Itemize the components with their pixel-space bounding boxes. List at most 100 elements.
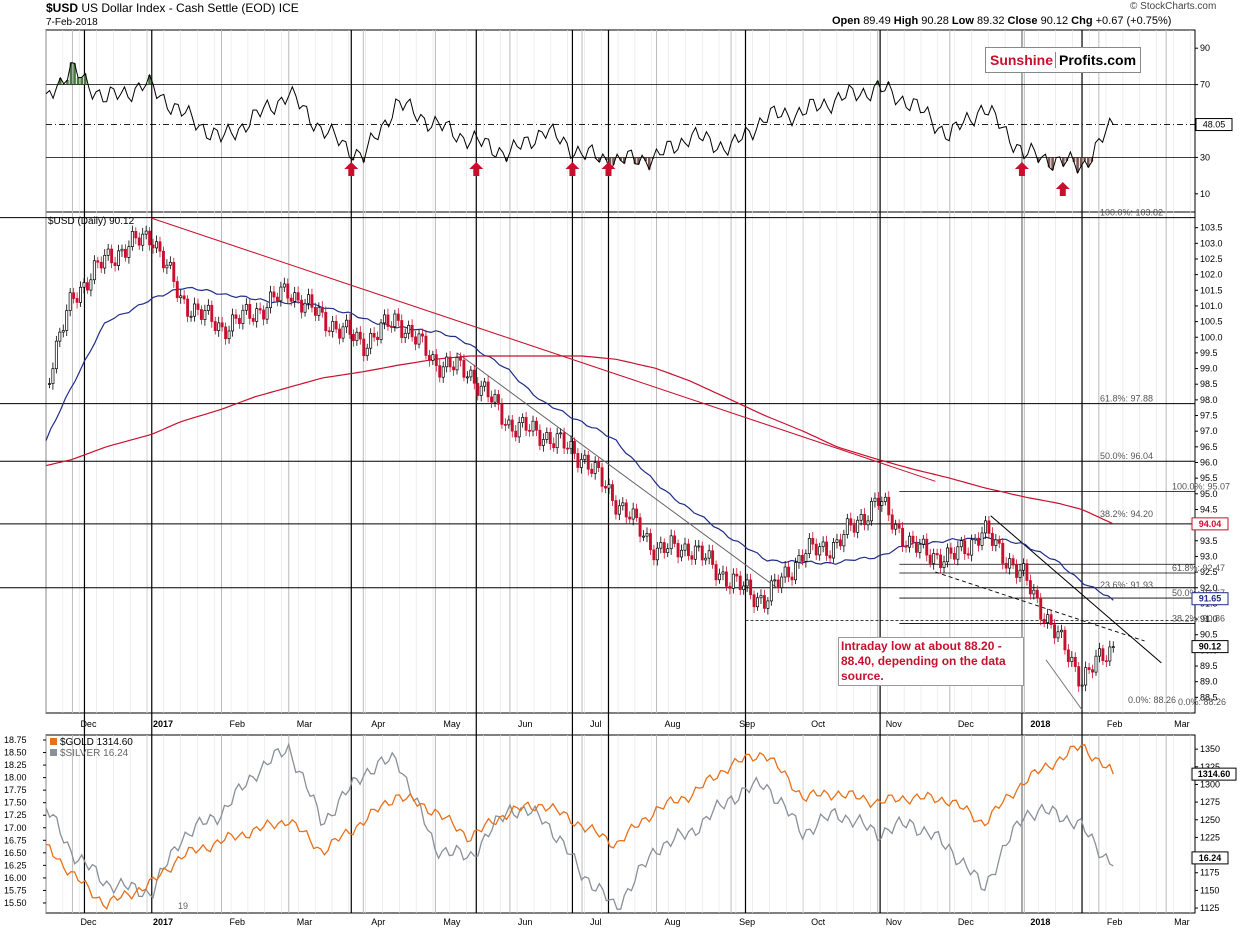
price-candle: [75, 298, 79, 303]
bottom-x-tick-label: Mar: [297, 917, 313, 927]
price-candle: [151, 244, 155, 249]
price-candle: [997, 539, 1001, 544]
price-candle: [172, 261, 176, 282]
price-candle: [103, 255, 107, 269]
price-candle: [852, 524, 856, 533]
price-candle: [911, 535, 915, 543]
price-candle: [700, 545, 704, 561]
price-candle: [61, 330, 65, 333]
arrow-shape: [1014, 162, 1029, 176]
price-candle: [155, 241, 158, 249]
price-candle: [438, 365, 442, 378]
price-candle: [555, 433, 559, 449]
price-candle: [1028, 580, 1032, 595]
price-candle: [769, 580, 773, 602]
silver-tick-label: 18.00: [4, 773, 27, 783]
price-candle: [479, 385, 483, 396]
price-candle: [313, 307, 317, 316]
bottom-x-tick-label: Jun: [518, 917, 533, 927]
price-candle: [870, 501, 873, 522]
price-candle: [1101, 648, 1105, 662]
price-candle: [383, 314, 386, 324]
price-candle: [54, 340, 58, 370]
exchange: ICE: [278, 1, 299, 15]
bottom-x-tick-label: Nov: [886, 917, 903, 927]
silver-tick-label: 18.25: [4, 760, 27, 770]
buy-arrow-icon: [1014, 162, 1029, 176]
price-candle: [811, 538, 815, 545]
price-candle: [894, 523, 898, 530]
price-candle: [1046, 614, 1050, 623]
price-candle: [427, 355, 431, 361]
price-candle: [669, 535, 673, 550]
price-candle: [262, 309, 266, 320]
arrow-shape: [344, 162, 359, 176]
price-candle: [586, 454, 590, 470]
x-tick-label: Dec: [958, 719, 975, 729]
price-candle: [859, 514, 863, 521]
price-candle: [517, 422, 521, 438]
price-candle: [939, 554, 943, 568]
price-candle: [718, 573, 721, 581]
price-candle: [1018, 569, 1022, 578]
price-candle: [421, 333, 424, 337]
price-candle: [825, 541, 829, 556]
price-candle: [631, 508, 635, 520]
arrow-shape: [469, 162, 484, 176]
price-candle: [469, 369, 473, 378]
close-value: 90.12: [1040, 15, 1069, 27]
price-candle: [704, 557, 708, 561]
price-candle: [680, 549, 683, 558]
price-candle: [666, 548, 670, 553]
price-candle: [946, 547, 949, 563]
fib-label: 50.0%: 96.04: [1100, 451, 1153, 461]
gold-flag-label: 1314.60: [1198, 769, 1231, 779]
price-candle: [863, 514, 867, 526]
price-candle: [497, 394, 500, 405]
x-tick-label: Jun: [518, 719, 533, 729]
price-candle: [987, 520, 991, 534]
price-candle: [137, 237, 141, 246]
watermark: © StockCharts.com: [1130, 1, 1217, 12]
fib-label: 0.0%: 88.26: [1178, 697, 1226, 707]
price-candle: [821, 541, 825, 548]
price-candle: [65, 310, 69, 331]
close-label: Close: [1007, 15, 1038, 27]
price-candle: [331, 321, 335, 332]
ma50-line: [45, 286, 1114, 601]
price-candle: [642, 535, 645, 538]
silver-tick-label: 15.50: [4, 898, 27, 908]
buy-arrow-icon: [469, 162, 484, 176]
price-candle: [904, 545, 908, 548]
price-candle: [541, 439, 545, 446]
price-candle: [970, 539, 974, 556]
silver-tick-label: 18.50: [4, 748, 27, 758]
price-candle: [206, 304, 210, 311]
price-candle: [856, 519, 860, 533]
price-candle: [199, 309, 203, 320]
ma200-line: [45, 355, 1114, 525]
price-tick-label: 96.5: [1200, 442, 1218, 452]
price-candle: [120, 248, 124, 252]
high-label: High: [893, 15, 919, 27]
price-tick-label: 95.0: [1200, 489, 1218, 499]
price-candle: [800, 554, 804, 562]
buy-arrow-icon: [344, 162, 359, 176]
price-candle: [956, 546, 960, 560]
x-tick-label: Jul: [590, 719, 602, 729]
price-candle: [1015, 564, 1019, 578]
low-value: 89.32: [976, 15, 1005, 27]
price-candle: [51, 368, 55, 384]
price-tick-label: 93.0: [1200, 551, 1218, 561]
price-candle: [110, 248, 114, 264]
price-candle: [79, 286, 82, 303]
price-candle: [756, 597, 759, 608]
price-candle: [1098, 648, 1101, 657]
price-tick-label: 100.5: [1200, 317, 1223, 327]
price-candle: [514, 430, 518, 438]
price-tick-label: 101.5: [1200, 285, 1223, 295]
price-candle: [217, 322, 221, 332]
buy-arrow-icon: [565, 162, 580, 176]
price-tick-label: 92.5: [1200, 567, 1218, 577]
sunshine-profits-logo: Sunshine Profits.com: [985, 47, 1141, 73]
